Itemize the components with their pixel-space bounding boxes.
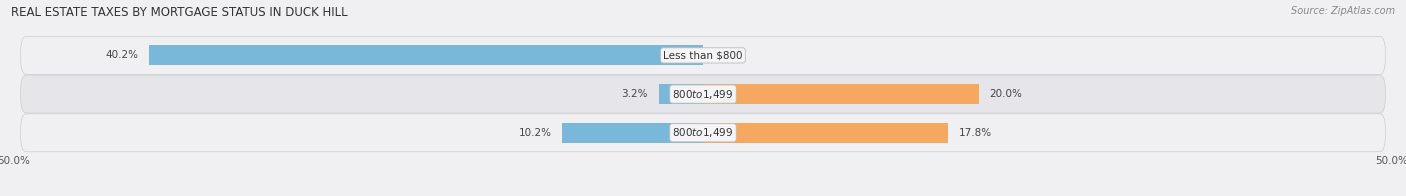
FancyBboxPatch shape xyxy=(21,75,1385,113)
Text: 17.8%: 17.8% xyxy=(959,128,993,138)
Text: $800 to $1,499: $800 to $1,499 xyxy=(672,126,734,139)
Text: REAL ESTATE TAXES BY MORTGAGE STATUS IN DUCK HILL: REAL ESTATE TAXES BY MORTGAGE STATUS IN … xyxy=(11,6,347,19)
Bar xyxy=(703,123,948,143)
Text: 0.0%: 0.0% xyxy=(714,50,741,60)
Text: 20.0%: 20.0% xyxy=(990,89,1022,99)
Bar xyxy=(562,123,703,143)
Bar xyxy=(659,84,703,104)
Text: 3.2%: 3.2% xyxy=(621,89,648,99)
Bar xyxy=(703,84,979,104)
Bar xyxy=(149,45,703,65)
FancyBboxPatch shape xyxy=(21,36,1385,74)
Text: 40.2%: 40.2% xyxy=(105,50,138,60)
Text: 10.2%: 10.2% xyxy=(519,128,551,138)
FancyBboxPatch shape xyxy=(21,114,1385,152)
Text: $800 to $1,499: $800 to $1,499 xyxy=(672,88,734,101)
Text: Less than $800: Less than $800 xyxy=(664,50,742,60)
Text: Source: ZipAtlas.com: Source: ZipAtlas.com xyxy=(1291,6,1395,16)
